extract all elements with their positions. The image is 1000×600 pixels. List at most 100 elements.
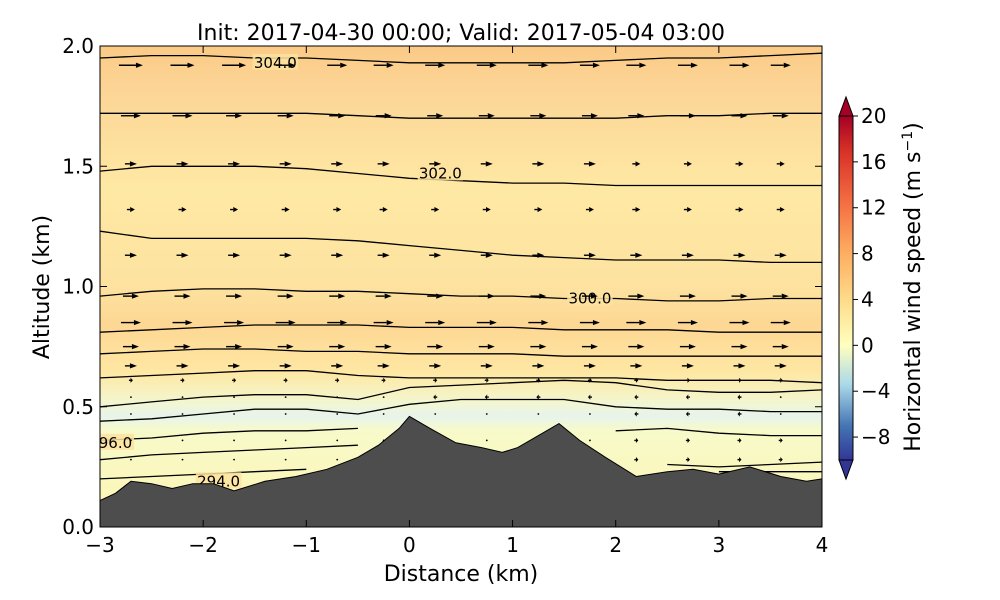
- wind-vector-6-10: [626, 319, 647, 326]
- wind-vector-2-4: [331, 161, 344, 167]
- wind-vector-10-11: [685, 394, 690, 400]
- wind-vector-5-1: [174, 293, 191, 299]
- wind-vector-7-12: [731, 344, 748, 350]
- colorbar-tick-label-1: 16: [861, 150, 886, 174]
- contour-label-0: 304.0: [254, 54, 297, 72]
- wind-vector-3-8: [534, 206, 543, 213]
- wind-vector-9-7: [484, 377, 489, 383]
- wind-vector-3-11: [683, 206, 692, 213]
- theta-contour-0: [100, 52, 822, 64]
- wind-vector-12-13: [778, 437, 783, 444]
- wind-vector-5-11: [679, 293, 696, 299]
- wind-vector-2-10: [632, 161, 641, 167]
- wind-vector-2-9: [583, 161, 596, 167]
- wind-vector-5-0: [122, 293, 139, 299]
- wind-vector-11-11: [685, 411, 690, 417]
- wind-vector-8-0: [124, 363, 137, 369]
- wind-vector-9-12: [737, 377, 742, 383]
- wind-vector-1-2: [226, 113, 243, 119]
- wind-vector-5-13: [772, 293, 789, 299]
- colorbar-tick-label-4: 4: [861, 287, 874, 311]
- colorbar-tick-label-2: 12: [861, 196, 886, 220]
- contour-label-bg-3: [100, 433, 135, 450]
- wind-vector-13-3: [284, 458, 287, 461]
- wind-vector-9-6: [433, 377, 438, 383]
- wind-vector-1-7: [478, 113, 495, 119]
- wind-vector-11-10: [634, 411, 639, 417]
- wind-vector-5-12: [731, 293, 748, 299]
- wind-vector-0-5: [373, 62, 394, 68]
- wind-vector-7-8: [530, 344, 547, 350]
- wind-vector-13-10: [634, 457, 639, 463]
- wind-vector-8-13: [774, 363, 787, 369]
- x-tick-label-7: 4: [816, 533, 829, 557]
- wind-vector-5-7: [478, 293, 495, 299]
- colorbar-bottom-extension: [838, 459, 854, 481]
- wind-vector-8-4: [331, 363, 344, 369]
- wind-vector-4-3: [279, 252, 292, 258]
- y-axis-label: Altitude (km): [30, 215, 55, 359]
- wind-vector-7-3: [277, 344, 294, 350]
- wind-vector-4-7: [480, 252, 493, 258]
- wind-vector-2-0: [124, 161, 137, 167]
- wind-vector-12-10: [634, 437, 639, 444]
- theta-contour-8: [100, 379, 822, 408]
- wind-vector-9-11: [685, 377, 690, 383]
- wind-vector-4-5: [377, 252, 390, 258]
- wind-vector-5-5: [375, 293, 392, 299]
- wind-vector-11-12: [737, 411, 742, 417]
- x-tick-label-1: −2: [188, 533, 217, 557]
- wind-vector-10-5: [382, 396, 385, 399]
- colorbar-ticks: 20 16 12 8 4 0 −4 −8: [853, 104, 890, 449]
- wind-vector-5-4: [329, 293, 346, 299]
- wind-vector-11-6: [434, 413, 437, 415]
- theta-contour-9: [100, 398, 822, 422]
- y-axis-ticks: 0.0 0.5 1.0 1.5 2.0: [62, 34, 822, 539]
- wind-vector-7-13: [772, 344, 789, 350]
- x-tick-label-3: 0: [403, 533, 416, 557]
- wind-vector-8-8: [532, 363, 545, 369]
- wind-vector-1-1: [172, 113, 193, 119]
- wind-vector-6-1: [172, 319, 193, 326]
- colorbar-gradient: [838, 115, 854, 461]
- theta-contour-3: [100, 230, 822, 264]
- wind-vector-9-8: [536, 377, 541, 383]
- wind-vector-0-13: [770, 62, 791, 68]
- x-tick-label-2: −1: [292, 533, 321, 557]
- wind-vector-6-12: [729, 319, 750, 326]
- wind-vector-6-8: [528, 319, 549, 326]
- wind-vector-4-11: [681, 252, 694, 258]
- wind-vector-6-13: [770, 319, 791, 326]
- wind-vector-2-7: [480, 161, 493, 167]
- wind-vector-9-3: [283, 377, 288, 383]
- wind-vector-10-4: [336, 396, 339, 399]
- wind-vector-9-0: [128, 377, 133, 383]
- colorbar-tick-label-7: −8: [861, 425, 890, 449]
- wind-vector-8-1: [176, 363, 189, 369]
- wind-vector-3-2: [230, 206, 239, 213]
- wind-vector-7-7: [478, 344, 495, 350]
- wind-vector-1-11: [679, 113, 696, 119]
- wind-vector-4-6: [429, 252, 442, 258]
- wind-vector-9-1: [180, 377, 185, 383]
- wind-vector-7-10: [628, 344, 645, 350]
- wind-vector-2-5: [377, 161, 390, 167]
- wind-vector-7-6: [427, 344, 444, 350]
- wind-vector-3-0: [126, 206, 135, 213]
- wind-vectors: [118, 62, 791, 463]
- wind-vector-13-4: [336, 458, 339, 461]
- wind-vector-13-1: [181, 458, 184, 461]
- wind-vector-0-2: [222, 62, 247, 68]
- colorbar-tick-label-0: 20: [861, 104, 886, 128]
- wind-vector-12-4: [336, 439, 339, 442]
- wind-vector-3-12: [735, 206, 744, 213]
- wind-vector-6-6: [425, 319, 446, 326]
- y-tick-label-4: 2.0: [62, 34, 94, 58]
- wind-vector-2-12: [735, 161, 744, 167]
- wind-vector-7-1: [174, 344, 191, 350]
- wind-vector-11-9: [589, 413, 591, 415]
- wind-vector-9-2: [232, 377, 237, 383]
- wind-vector-9-13: [778, 377, 783, 383]
